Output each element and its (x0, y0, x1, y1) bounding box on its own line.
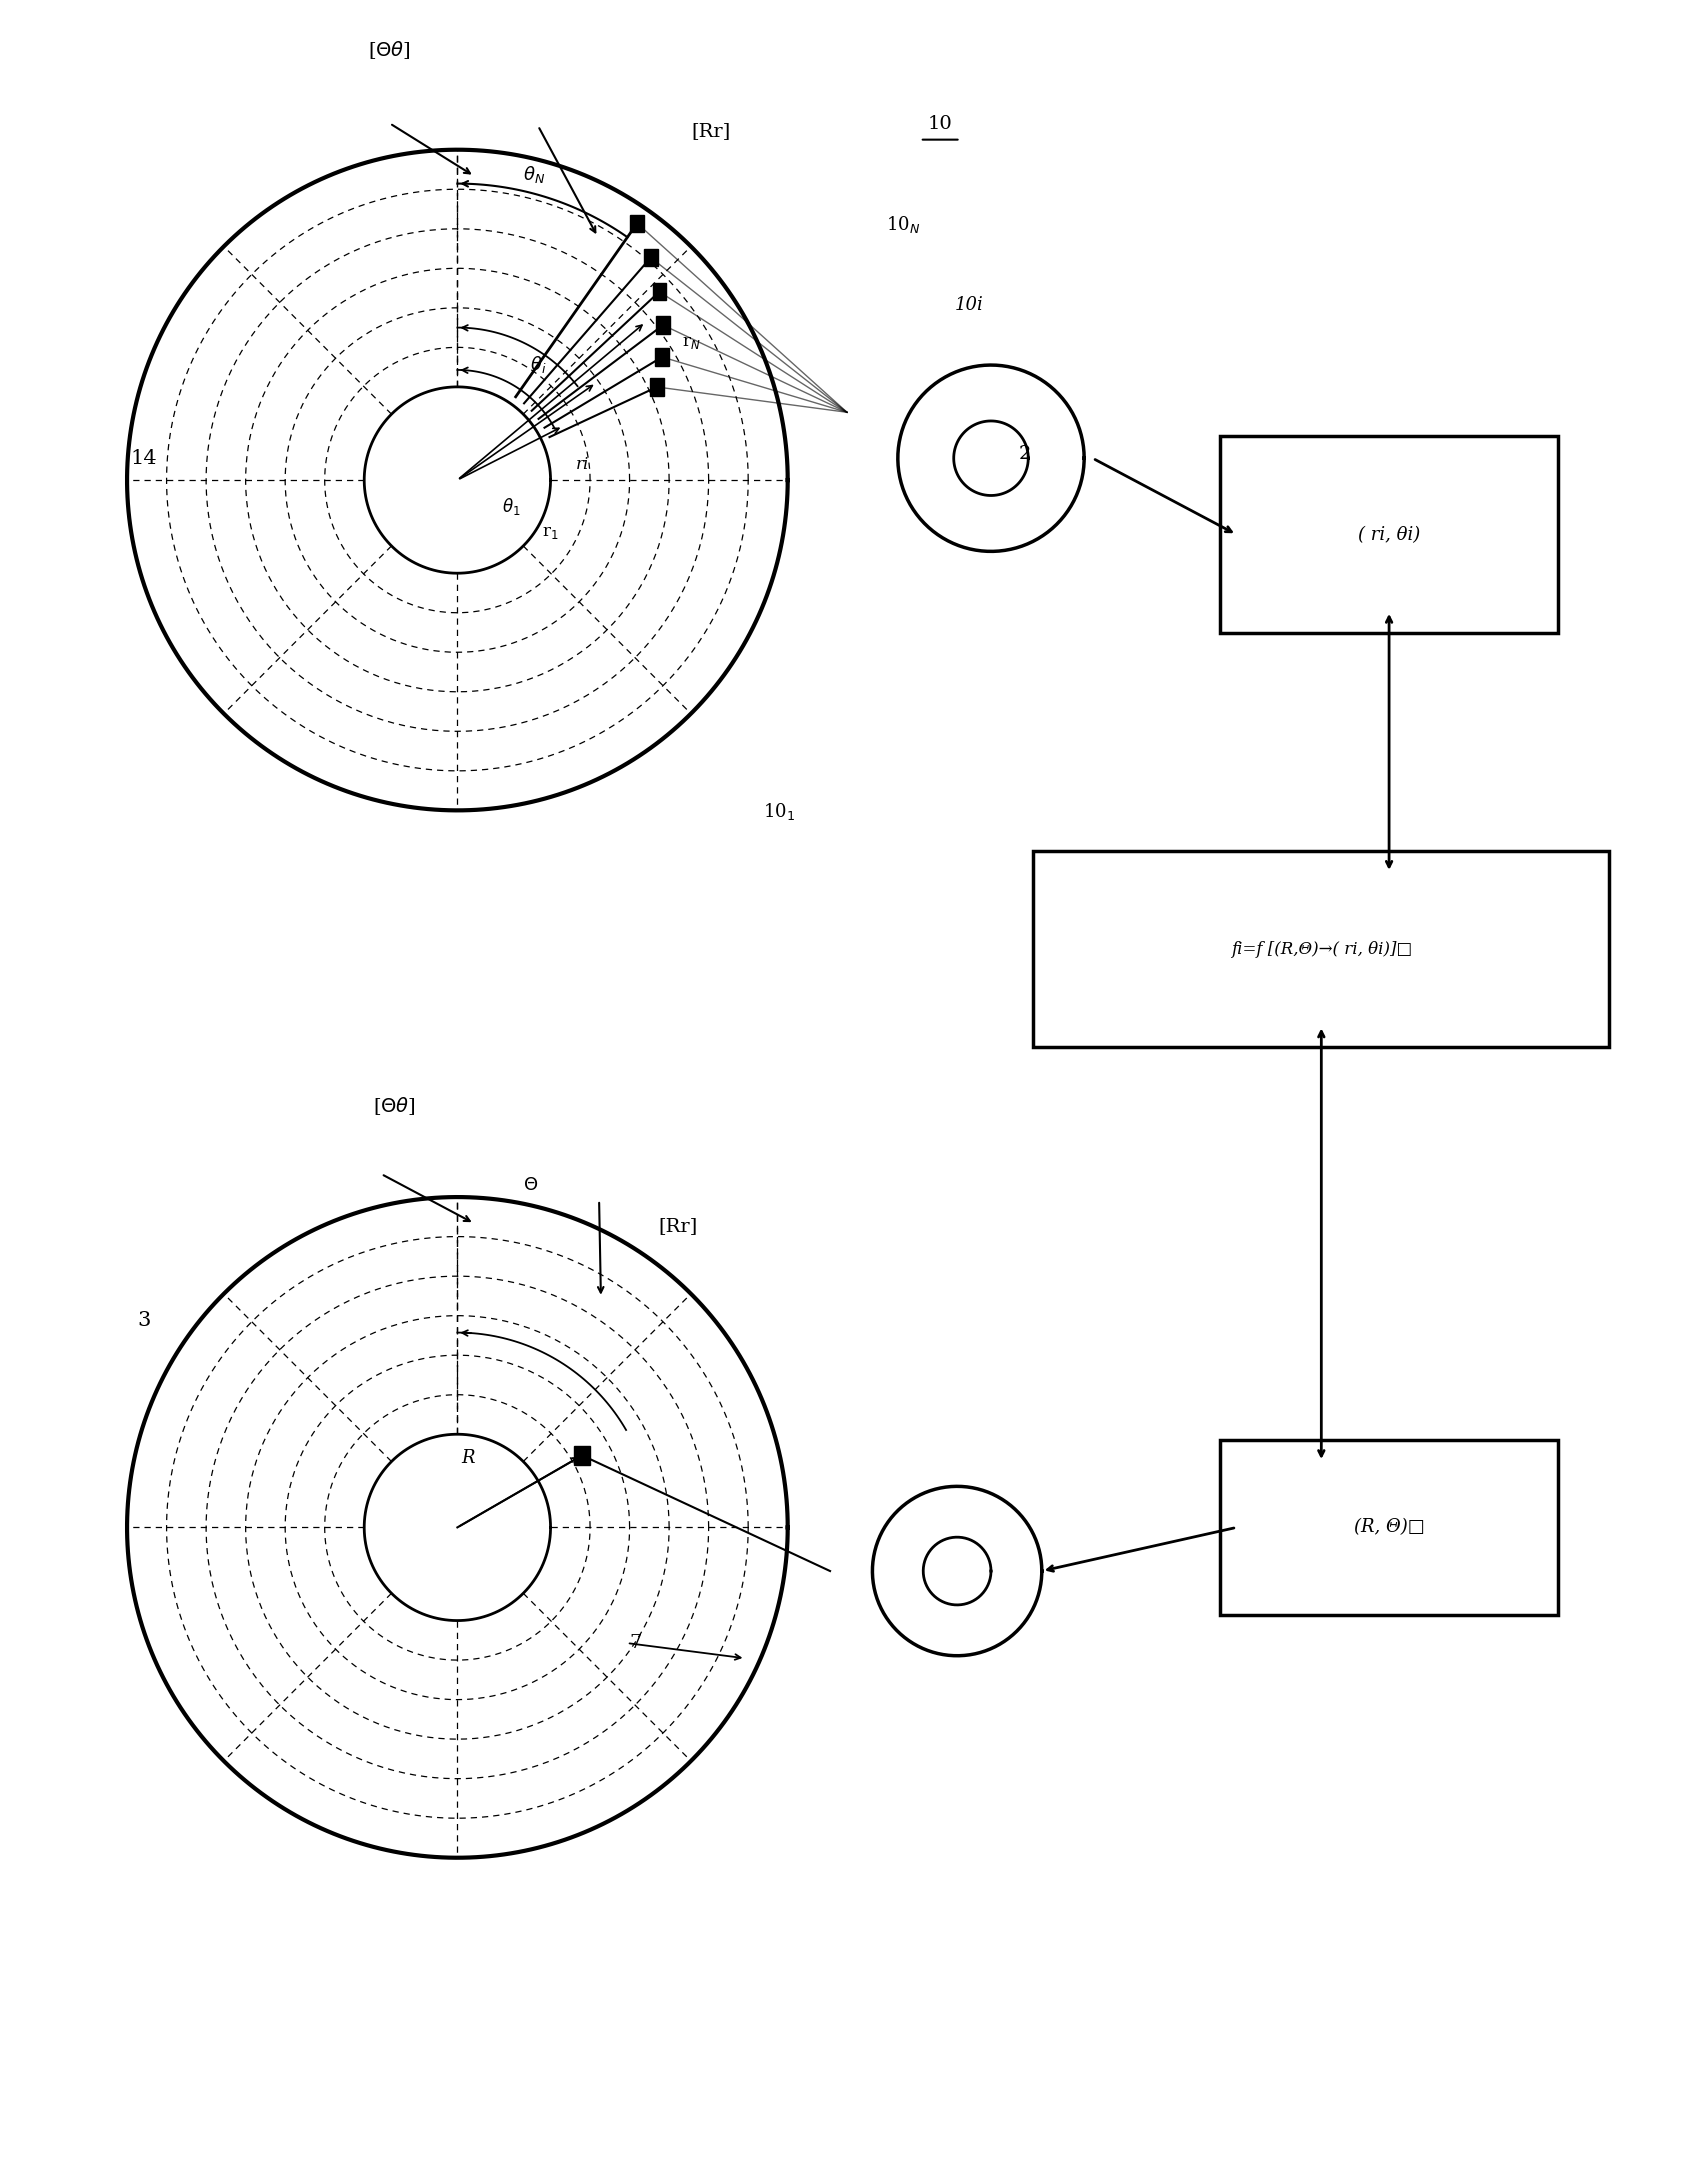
Text: r$_1$: r$_1$ (542, 524, 559, 541)
Text: $\theta_N$: $\theta_N$ (522, 164, 545, 185)
Text: 3: 3 (137, 1311, 151, 1329)
Text: fi=f [(R,Θ)→( ri, θi)]□: fi=f [(R,Θ)→( ri, θi)]□ (1232, 940, 1411, 958)
Text: 14: 14 (130, 449, 158, 467)
Text: [$\Theta\theta$]: [$\Theta\theta$] (368, 39, 412, 61)
FancyBboxPatch shape (1220, 1440, 1558, 1615)
FancyBboxPatch shape (1033, 851, 1609, 1047)
Text: ri: ri (576, 456, 590, 473)
Text: [Rr]: [Rr] (657, 1218, 698, 1235)
Text: $\theta_i$: $\theta_i$ (530, 353, 547, 375)
Polygon shape (574, 1447, 590, 1466)
Polygon shape (656, 316, 669, 334)
Polygon shape (650, 377, 664, 395)
Text: $\Theta$: $\Theta$ (523, 1176, 537, 1194)
Polygon shape (652, 284, 666, 301)
Text: (R, Θ)□: (R, Θ)□ (1354, 1519, 1425, 1536)
Polygon shape (644, 249, 657, 266)
Text: 2: 2 (1018, 445, 1032, 463)
Text: 7: 7 (628, 1634, 642, 1652)
Text: 10i: 10i (955, 297, 983, 314)
Text: [Rr]: [Rr] (691, 122, 732, 140)
FancyBboxPatch shape (1220, 436, 1558, 633)
Text: 10$_N$: 10$_N$ (886, 214, 920, 236)
Text: 10: 10 (928, 116, 952, 133)
Polygon shape (630, 214, 644, 231)
Text: ( ri, θi): ( ri, θi) (1359, 526, 1420, 543)
Text: r$_N$: r$_N$ (683, 334, 700, 351)
Text: R: R (461, 1449, 474, 1466)
Text: $\theta_1$: $\theta_1$ (503, 495, 520, 517)
Polygon shape (656, 349, 669, 367)
Text: [$\Theta\theta$]: [$\Theta\theta$] (373, 1095, 417, 1117)
Text: 10$_1$: 10$_1$ (764, 801, 794, 823)
